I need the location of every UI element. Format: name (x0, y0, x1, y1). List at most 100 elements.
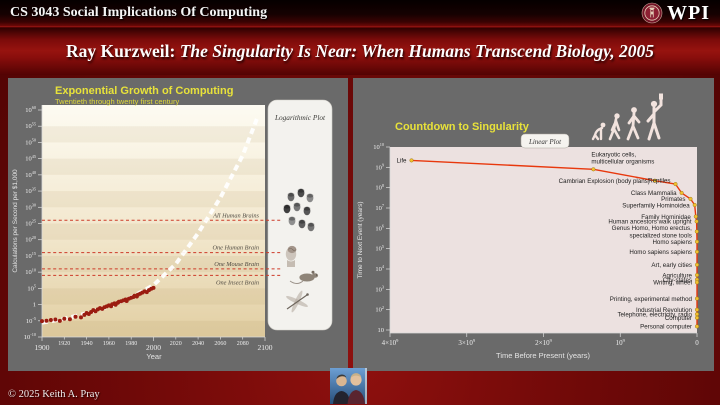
all-human-brains-illustration (283, 188, 315, 232)
y-tick-label: 1045 (25, 154, 36, 163)
event-label: Family Hominidae (641, 214, 691, 221)
x-tick-label: 2040 (192, 341, 204, 347)
y-tick-label: 1055 (25, 121, 36, 130)
event-label: City-states (663, 277, 692, 284)
wpi-logo: WPI (641, 2, 710, 25)
plot-area (390, 147, 697, 333)
y-tick-label: 105 (27, 284, 36, 293)
copyright-text: © 2025 Keith A. Pray (8, 389, 100, 400)
wpi-logo-text: WPI (667, 1, 710, 24)
course-title: CS 3043 Social Implications Of Computing (10, 5, 268, 20)
data-point (79, 315, 83, 320)
event-dot (695, 312, 700, 317)
y-tick-label: 1010 (373, 142, 384, 151)
head-silhouette-hair (283, 204, 291, 209)
chart-title: Exponential Growth of Computing (55, 85, 233, 97)
y-tick-label: 1010 (25, 267, 36, 276)
x-tick-label: 1940 (81, 341, 93, 347)
event-dot (695, 249, 700, 254)
y-tick-label: 102 (375, 305, 384, 314)
x-tick-label: 1980 (125, 341, 137, 347)
event-dot (695, 239, 700, 244)
y-axis-title: Time to Next Event (years) (357, 201, 364, 278)
event-dot (409, 158, 414, 163)
x-tick-label: 2×109 (535, 338, 552, 347)
data-point (40, 319, 44, 324)
slide-title-banner: Ray Kurzweil: The Singularity Is Near: W… (0, 28, 720, 75)
decade-band (42, 255, 265, 273)
y-tick-label: 106 (375, 224, 385, 233)
event-label: Cambrian Explosion (body plans) (559, 178, 650, 185)
threshold-label: One Insect Brain (216, 279, 259, 286)
event-label: Art, early cities (651, 262, 692, 269)
countdown-singularity-panel: 1010 109 108 107 106 105 104 103 102 10 4×109 3×109… (353, 78, 714, 371)
exponential-growth-panel: 1060 1055 1050 1045 1040 1035 1030 1025 1020 1015… (8, 78, 348, 371)
log-plot-badge: Logarithmic Plot (274, 113, 326, 122)
wpi-seal-icon (641, 2, 663, 24)
linear-plot-badge: Linear Plot (520, 133, 570, 149)
y-tick-label: 1025 (25, 219, 36, 228)
scatter-points (40, 285, 156, 324)
x-tick-label: 2100 (258, 343, 273, 352)
axes: 1010 109 108 107 106 105 104 103 102 10 4×109 3×109… (373, 142, 699, 347)
event-label: Human ancestors walk upright (608, 219, 692, 226)
event-label: Telephone, electricity, radio (617, 312, 692, 319)
event-dot (695, 296, 700, 301)
x-tick-label: 2080 (237, 341, 249, 347)
data-point (67, 317, 72, 322)
event-label: Eukaryotic cells, multicellular organisms (591, 151, 654, 165)
event-dot (695, 280, 700, 285)
event-label: Reptiles (648, 177, 670, 184)
axes: 1060 1055 1050 1045 1040 1035 1030 1025 1020 1015… (24, 105, 273, 352)
event-label: Computer (665, 315, 692, 322)
y-tick-label: 1020 (25, 235, 36, 244)
event-label: Writing, wheel (653, 280, 692, 287)
head-silhouette-hair (288, 216, 296, 221)
event-label: Primates (661, 196, 685, 203)
plot-area (42, 105, 265, 337)
x-tick-label: 2020 (170, 341, 182, 347)
event-dots (409, 158, 700, 329)
x-tick-label: 2060 (214, 341, 226, 347)
decade-band (42, 223, 265, 240)
event-dot (673, 182, 678, 187)
event-dot (692, 202, 697, 207)
head-silhouette (306, 193, 314, 203)
slide-title-prefix: Ray Kurzweil: (65, 41, 180, 61)
event-label: Printing, experimental method (610, 296, 693, 303)
event-label: Homo sapiens (652, 239, 692, 246)
event-dot (652, 178, 657, 183)
one-mouse-brain-illustration (289, 270, 319, 284)
x-tick-label: 1920 (58, 341, 70, 347)
event-label: Personal computer (640, 324, 692, 331)
footer-photo-thumbnail (330, 368, 367, 404)
linear-plot-badge-label: Linear Plot (528, 138, 562, 146)
event-dot (693, 214, 698, 219)
data-point (57, 318, 62, 323)
slide-title: Ray Kurzweil: The Singularity Is Near: W… (66, 41, 654, 62)
x-axis-title: Year (146, 352, 162, 361)
y-tick-label: 1 (33, 302, 36, 309)
x-tick-label: 4×109 (382, 338, 399, 347)
two-people-photo-icon (330, 368, 367, 404)
chart-title: Countdown to Singularity (395, 121, 530, 133)
event-labels: Life Eukaryotic cells, multicellular organ… (397, 151, 693, 330)
data-point (44, 318, 49, 323)
head-silhouette-hair (293, 202, 301, 207)
book-title: The Singularity Is Near: When Humans Tra… (179, 41, 655, 61)
head-silhouette (288, 216, 296, 226)
event-dot (695, 315, 700, 320)
course-header-bar: CS 3043 Social Implications Of Computing… (0, 0, 720, 27)
head-silhouette (283, 204, 291, 214)
event-dot (694, 229, 699, 234)
decade-band (42, 158, 265, 175)
event-label: Industrial Revolution (636, 307, 693, 314)
head-silhouette (293, 202, 301, 212)
threshold-label: One Mouse Brain (214, 261, 259, 268)
event-label: Superfamily Hominoidea (622, 202, 690, 209)
event-dot (679, 190, 684, 195)
head-silhouette-hair (306, 193, 314, 198)
one-human-brain-illustration (285, 245, 297, 267)
y-tick-label: 1030 (25, 202, 36, 211)
x-tick-label: 3×109 (458, 338, 475, 347)
